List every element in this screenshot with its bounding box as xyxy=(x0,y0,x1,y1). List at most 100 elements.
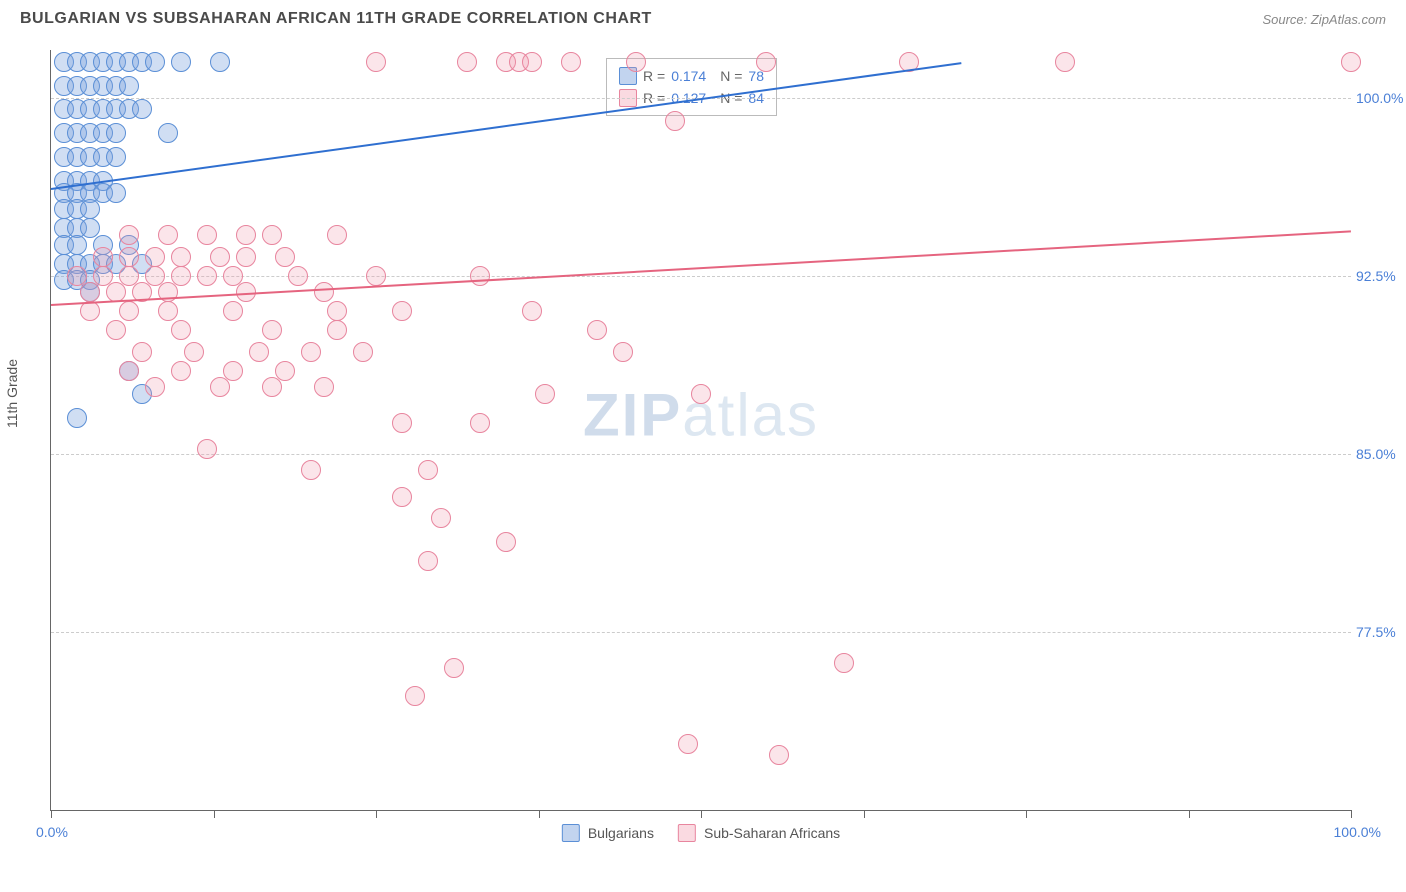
data-point xyxy=(470,266,490,286)
data-point xyxy=(769,745,789,765)
data-point xyxy=(418,460,438,480)
data-point xyxy=(236,225,256,245)
data-point xyxy=(80,301,100,321)
data-point xyxy=(184,342,204,362)
data-point xyxy=(522,301,542,321)
data-point xyxy=(210,377,230,397)
series-legend: Bulgarians Sub-Saharan Africans xyxy=(562,824,840,842)
chart-header: BULGARIAN VS SUBSAHARAN AFRICAN 11TH GRA… xyxy=(0,0,1406,36)
data-point xyxy=(197,225,217,245)
chart-source: Source: ZipAtlas.com xyxy=(1262,12,1386,27)
data-point xyxy=(158,301,178,321)
x-axis-min-label: 0.0% xyxy=(36,824,68,840)
data-point xyxy=(405,686,425,706)
data-point xyxy=(327,320,347,340)
data-point xyxy=(301,342,321,362)
legend-r-value-blue: 0.174 xyxy=(671,68,706,84)
data-point xyxy=(561,52,581,72)
x-tick xyxy=(376,810,377,818)
data-point xyxy=(665,111,685,131)
legend-label: Bulgarians xyxy=(588,825,654,841)
data-point xyxy=(80,199,100,219)
grid-line xyxy=(51,454,1351,455)
x-tick xyxy=(214,810,215,818)
data-point xyxy=(119,301,139,321)
data-point xyxy=(119,225,139,245)
data-point xyxy=(535,384,555,404)
data-point xyxy=(197,266,217,286)
data-point xyxy=(314,282,334,302)
data-point xyxy=(210,247,230,267)
legend-swatch-blue xyxy=(562,824,580,842)
legend-n-label: N = xyxy=(720,68,742,84)
grid-line xyxy=(51,632,1351,633)
data-point xyxy=(1055,52,1075,72)
data-point xyxy=(145,52,165,72)
x-tick xyxy=(1351,810,1352,818)
x-tick xyxy=(701,810,702,818)
y-tick-label: 85.0% xyxy=(1356,446,1406,462)
legend-label: Sub-Saharan Africans xyxy=(704,825,840,841)
x-tick xyxy=(539,810,540,818)
data-point xyxy=(145,377,165,397)
data-point xyxy=(106,320,126,340)
data-point xyxy=(275,361,295,381)
trend-line xyxy=(51,62,961,190)
data-point xyxy=(834,653,854,673)
data-point xyxy=(327,225,347,245)
data-point xyxy=(171,266,191,286)
data-point xyxy=(106,147,126,167)
data-point xyxy=(613,342,633,362)
data-point xyxy=(691,384,711,404)
data-point xyxy=(93,247,113,267)
data-point xyxy=(145,247,165,267)
data-point xyxy=(171,361,191,381)
data-point xyxy=(236,247,256,267)
data-point xyxy=(431,508,451,528)
data-point xyxy=(262,320,282,340)
scatter-chart: ZIPatlas 0.0% 100.0% R = 0.174 N = 78 R … xyxy=(50,50,1351,811)
y-tick-label: 92.5% xyxy=(1356,268,1406,284)
data-point xyxy=(288,266,308,286)
data-point xyxy=(522,52,542,72)
legend-item-bulgarians: Bulgarians xyxy=(562,824,654,842)
y-tick-label: 100.0% xyxy=(1356,90,1406,106)
data-point xyxy=(106,183,126,203)
data-point xyxy=(158,123,178,143)
data-point xyxy=(132,99,152,119)
data-point xyxy=(496,532,516,552)
data-point xyxy=(119,76,139,96)
data-point xyxy=(80,282,100,302)
data-point xyxy=(210,52,230,72)
data-point xyxy=(119,247,139,267)
y-tick-label: 77.5% xyxy=(1356,624,1406,640)
data-point xyxy=(171,247,191,267)
data-point xyxy=(223,361,243,381)
data-point xyxy=(366,52,386,72)
chart-title: BULGARIAN VS SUBSAHARAN AFRICAN 11TH GRA… xyxy=(20,10,652,28)
data-point xyxy=(197,439,217,459)
x-tick xyxy=(1026,810,1027,818)
data-point xyxy=(626,52,646,72)
data-point xyxy=(262,225,282,245)
data-point xyxy=(132,342,152,362)
x-tick xyxy=(864,810,865,818)
data-point xyxy=(223,301,243,321)
data-point xyxy=(392,413,412,433)
data-point xyxy=(392,487,412,507)
grid-line xyxy=(51,276,1351,277)
legend-r-label: R = xyxy=(643,68,665,84)
watermark-bold: ZIP xyxy=(583,381,682,448)
x-axis-max-label: 100.0% xyxy=(1334,824,1381,840)
legend-swatch-pink xyxy=(678,824,696,842)
data-point xyxy=(756,52,776,72)
data-point xyxy=(392,301,412,321)
data-point xyxy=(67,235,87,255)
x-tick xyxy=(51,810,52,818)
data-point xyxy=(457,52,477,72)
y-axis-label: 11th Grade xyxy=(4,359,20,428)
data-point xyxy=(158,225,178,245)
data-point xyxy=(106,123,126,143)
data-point xyxy=(119,361,139,381)
data-point xyxy=(67,408,87,428)
